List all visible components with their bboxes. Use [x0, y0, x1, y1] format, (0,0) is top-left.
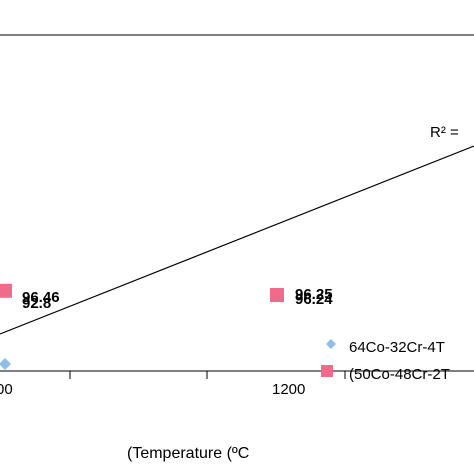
data-label: 96.25 — [295, 286, 333, 303]
legend-entry: (50Co-48Cr-2T — [349, 366, 450, 383]
x-axis-title: (Temperature (ºC — [127, 445, 249, 462]
legend-entry: 64Co-32Cr-4T — [349, 339, 445, 356]
x-tick-label: 00 — [0, 381, 13, 398]
legend-marker-square — [321, 365, 333, 377]
x-axis: 00 1200 — [0, 371, 346, 398]
point-diamond — [0, 358, 11, 370]
trendline-label: R² = — [430, 124, 459, 141]
legend-marker-diamond — [326, 339, 336, 349]
data-label: 92.8 — [22, 295, 51, 312]
x-tick-label: 1200 — [272, 381, 305, 398]
data-label: 96.46 — [22, 289, 60, 306]
trendline-group — [0, 145, 474, 335]
data-label: 96.24 — [295, 291, 333, 308]
point-square — [0, 283, 12, 298]
legend: 64Co-32Cr-4T (50Co-48Cr-2T — [321, 339, 450, 383]
plot-area — [0, 34, 474, 372]
point-square — [270, 288, 284, 302]
trendline — [0, 145, 474, 335]
data-marks: 92.8 96.24 96.46 96.25 — [0, 283, 333, 370]
